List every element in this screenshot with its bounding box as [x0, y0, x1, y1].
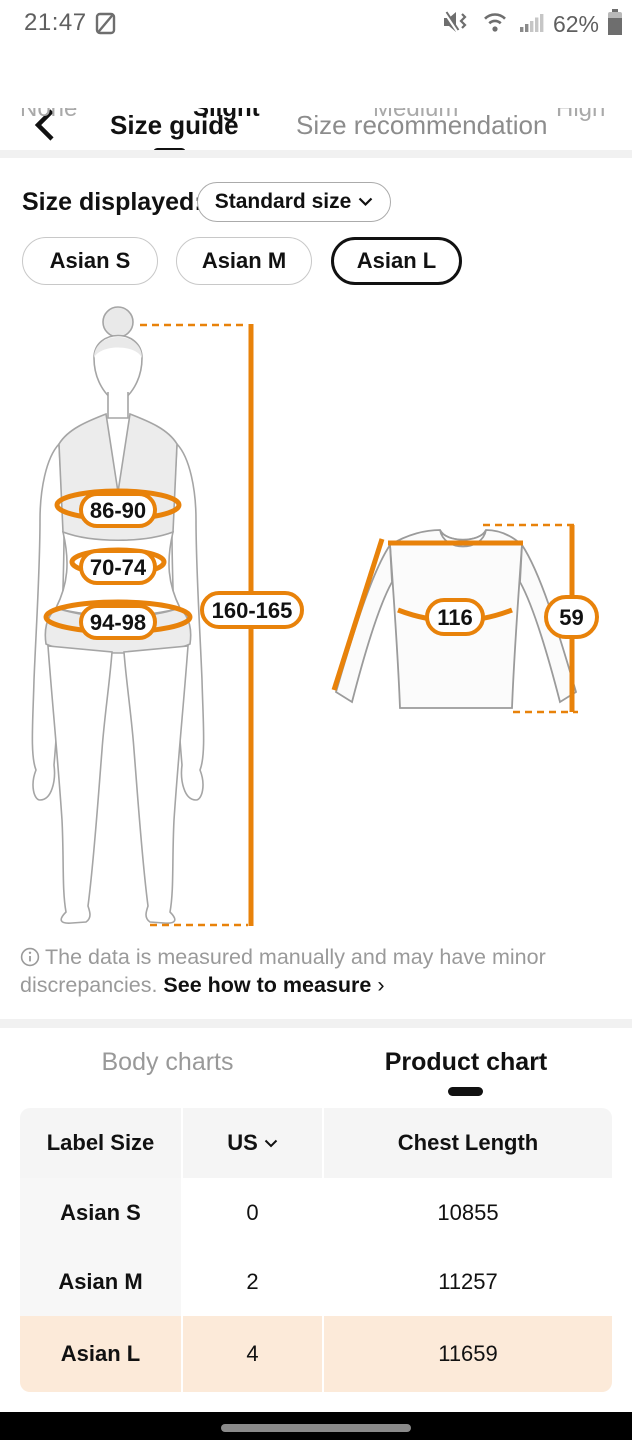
cell-us: 0	[183, 1178, 322, 1247]
stretch-option-none[interactable]: None	[20, 108, 78, 122]
col-label-size: Label Size	[20, 1108, 181, 1178]
col-length: Length	[464, 1130, 539, 1155]
chevron-right-icon[interactable]: ›	[377, 973, 385, 997]
stretch-option-slight[interactable]: Slight	[193, 108, 260, 122]
row-label: Asian S	[20, 1178, 181, 1247]
table-row[interactable]: Asian S 0 108 55	[20, 1178, 612, 1247]
size-option-asian-l[interactable]: Asian L	[331, 237, 462, 285]
chevron-down-icon	[264, 1139, 277, 1147]
cell-length: 57	[473, 1268, 498, 1294]
status-bar: 21:47 62%	[0, 0, 632, 48]
standard-size-dropdown[interactable]: Standard size	[197, 182, 391, 222]
stretch-option-medium[interactable]: Medium	[373, 108, 459, 122]
disclaimer: The data is measured manually and may ha…	[20, 943, 600, 999]
row-label: Asian M	[20, 1247, 181, 1316]
col-us-label: US	[227, 1130, 258, 1155]
col-us-dropdown[interactable]: US	[183, 1108, 322, 1178]
battery-percent: 62%	[552, 10, 599, 37]
product-size-table: Label Size US Chest Length Asian S 0 108…	[20, 1108, 612, 1392]
back-button[interactable]	[30, 108, 66, 144]
cell-chest: 116	[438, 1341, 474, 1366]
stretch-scale-row-clipped: None Slight Medium High	[0, 108, 632, 125]
volume-muted-vibrate-icon	[442, 8, 472, 41]
cell-length: 55	[474, 1199, 499, 1225]
system-navigation-bar	[0, 1412, 632, 1440]
page-header: Size guide Size recommendation	[0, 48, 632, 157]
cellular-signal-icon	[518, 9, 546, 40]
stretch-option-high[interactable]: High	[556, 108, 606, 122]
section-divider	[0, 1019, 632, 1028]
cell-us: 4	[183, 1316, 322, 1392]
wifi-icon	[479, 8, 511, 41]
tab-size-guide[interactable]: Size guide	[110, 110, 239, 140]
disclaimer-text: The data is measured manually and may ha…	[20, 945, 546, 997]
waist-measurement: 70-74	[90, 555, 147, 580]
table-row[interactable]: Asian M 2 112 57	[20, 1247, 612, 1316]
clock: 21:47	[24, 9, 87, 36]
measurement-badges: 86-90 70-74 94-98 160-165 116 59	[79, 492, 599, 640]
tab-product-chart[interactable]: Product chart	[384, 1048, 548, 1076]
size-option-asian-s[interactable]: Asian S	[22, 237, 158, 285]
size-option-asian-m[interactable]: Asian M	[176, 237, 312, 285]
length-measurement: 59	[559, 605, 583, 630]
tab-size-recommendation[interactable]: Size recommendation	[296, 110, 548, 140]
notifications-off-icon	[94, 11, 118, 42]
cell-chest: 108	[437, 1199, 475, 1225]
battery-icon	[606, 7, 624, 42]
chevron-down-icon	[358, 197, 373, 207]
see-how-to-measure-link[interactable]: See how to measure	[163, 973, 372, 997]
cell-length: 59	[473, 1341, 498, 1366]
tab-body-charts[interactable]: Body charts	[101, 1048, 234, 1076]
table-row-highlighted[interactable]: Asian L 4 116 59	[20, 1316, 612, 1392]
hips-measurement: 94-98	[90, 610, 146, 635]
standard-size-value: Standard size	[214, 190, 352, 213]
gesture-handle[interactable]	[221, 1424, 411, 1432]
height-measurement: 160-165	[212, 598, 293, 623]
table-header-row: Label Size US Chest Length	[20, 1108, 612, 1178]
cell-us: 2	[183, 1247, 322, 1316]
chest-measurement: 116	[437, 605, 473, 630]
bust-measurement: 86-90	[90, 498, 146, 523]
measurement-diagram: 86-90 70-74 94-98 160-165 116 59	[31, 306, 599, 927]
row-label: Asian L	[20, 1316, 181, 1392]
cell-chest: 112	[438, 1268, 474, 1294]
section-divider	[0, 150, 632, 158]
tab-product-chart-indicator	[448, 1087, 483, 1096]
size-displayed-label: Size displayed:	[22, 188, 203, 216]
info-icon	[20, 947, 40, 967]
col-chest: Chest	[397, 1130, 459, 1155]
